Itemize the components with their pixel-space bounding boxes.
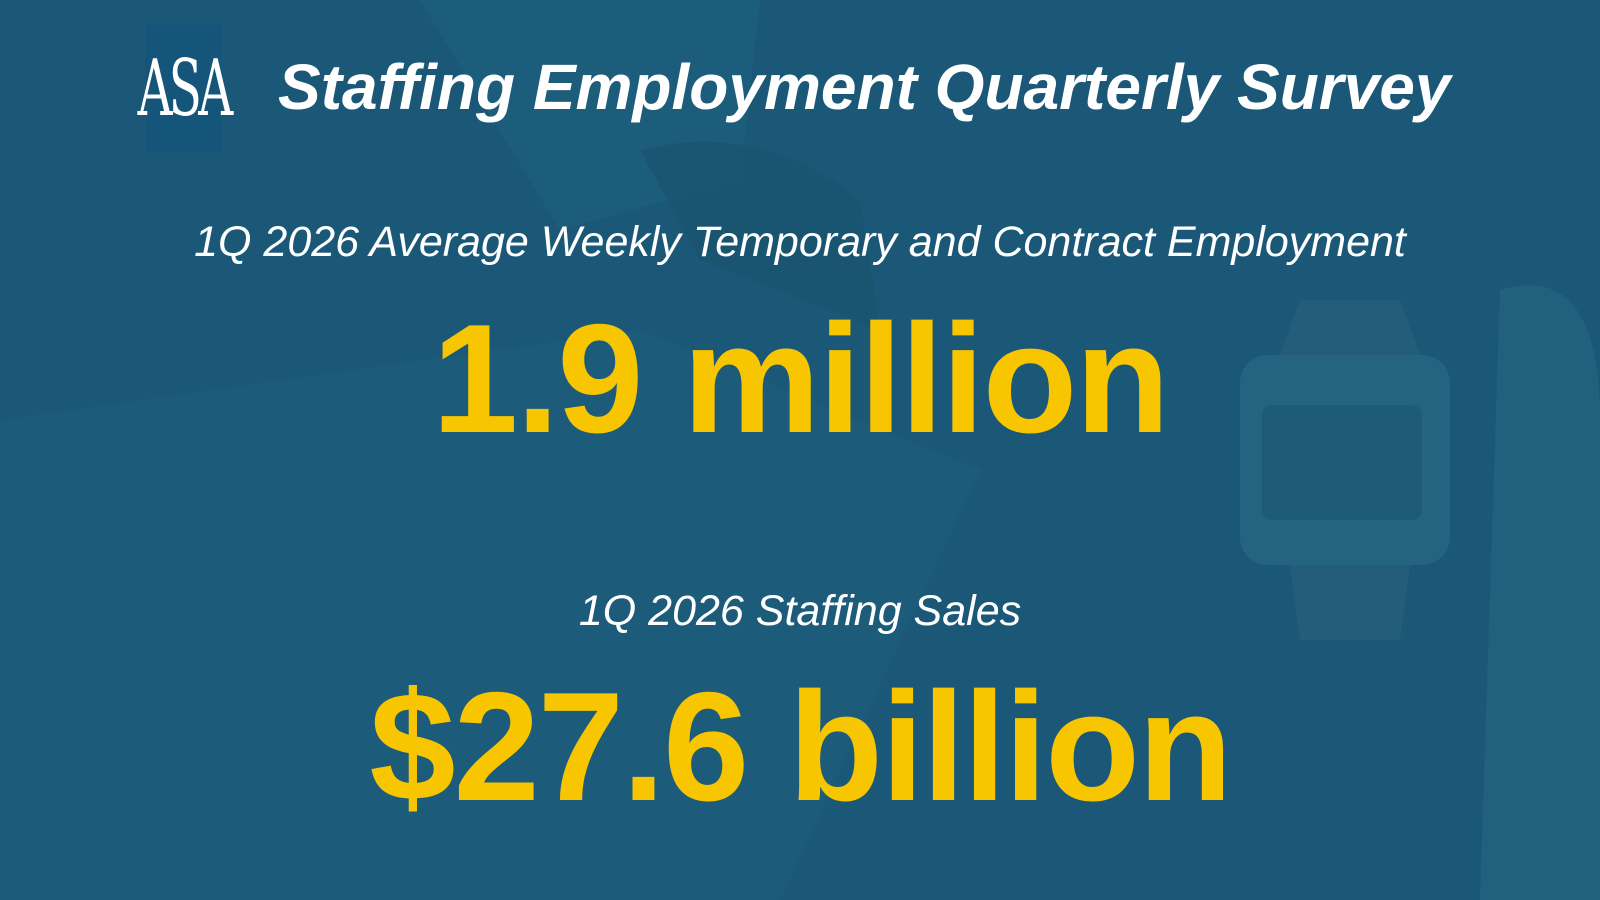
stat-label: 1Q 2026 Average Weekly Temporary and Con… (194, 218, 1406, 266)
stat-label: 1Q 2026 Staffing Sales (578, 587, 1022, 635)
stat-value: 1.9 million (432, 292, 1170, 465)
logo: ASA (138, 25, 233, 153)
title: Staffing Employment Quarterly Survey (278, 51, 1451, 123)
stat-value: $27.6 billion (369, 660, 1232, 833)
